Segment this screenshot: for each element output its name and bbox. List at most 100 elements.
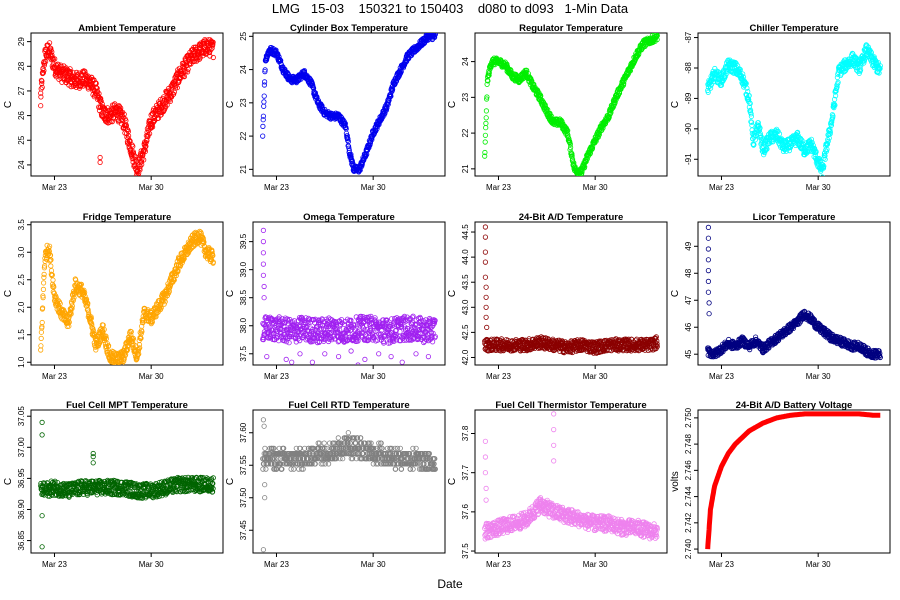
- y-tick-label: 29: [17, 37, 26, 46]
- data-point: [261, 103, 267, 109]
- data-point: [821, 155, 827, 161]
- y-tick-label: -89: [684, 92, 693, 104]
- data-point: [121, 358, 127, 364]
- data-point: [89, 322, 95, 328]
- data-point: [378, 334, 385, 340]
- data-point: [310, 82, 316, 89]
- data-point: [39, 305, 46, 311]
- figure-title: LMG 15-03 150321 to 150403 d080 to d093 …: [271, 1, 629, 16]
- data-point: [49, 272, 55, 278]
- data-point: [861, 58, 868, 64]
- x-tick-label: Mar 30: [583, 372, 608, 381]
- data-point: [133, 161, 139, 168]
- x-axis-title: Date: [437, 577, 463, 591]
- panel-title: Ambient Temperature: [78, 23, 175, 34]
- data-point: [205, 48, 211, 54]
- data-point: [41, 274, 47, 280]
- data-point: [601, 122, 607, 128]
- outlier-point: [355, 362, 361, 365]
- data-point: [49, 49, 55, 55]
- data-point: [260, 113, 266, 119]
- data-point: [718, 82, 725, 88]
- data-point: [50, 57, 57, 63]
- data-point: [101, 332, 107, 339]
- data-point: [280, 335, 286, 341]
- data-point: [366, 145, 372, 151]
- data-point: [393, 78, 400, 84]
- data-point: [261, 82, 267, 88]
- data-point: [736, 66, 743, 72]
- data-point: [390, 337, 396, 344]
- data-point: [150, 124, 156, 130]
- data-point: [317, 327, 323, 333]
- data-point: [743, 91, 749, 97]
- data-point: [270, 317, 276, 324]
- y-tick-label: 1.5: [17, 329, 26, 341]
- y-tick-label: 3.0: [17, 246, 26, 258]
- y-tick-label: 44.0: [461, 249, 470, 265]
- data-point: [344, 135, 350, 141]
- data-point: [431, 34, 438, 41]
- y-tick-label: 42.0: [461, 349, 470, 365]
- y-tick-label: 23: [461, 92, 470, 101]
- outlier-point: [362, 356, 368, 362]
- data-point: [130, 143, 136, 149]
- x-tick-label: Mar 30: [139, 183, 164, 192]
- data-point: [705, 89, 711, 95]
- data-point: [165, 88, 171, 94]
- data-point: [143, 143, 149, 149]
- x-tick-label: Mar 30: [361, 372, 386, 381]
- data-point: [286, 340, 292, 346]
- data-point: [583, 158, 589, 165]
- data-point: [748, 119, 754, 125]
- data-point: [38, 347, 44, 353]
- data-point: [57, 300, 63, 307]
- data-point: [40, 293, 46, 299]
- data-point: [200, 236, 207, 242]
- outlier-point: [413, 351, 419, 357]
- x-tick-label: Mar 30: [139, 372, 164, 381]
- data-point: [748, 119, 755, 125]
- data-point: [817, 158, 823, 164]
- data-point: [67, 66, 73, 72]
- outlier-point: [399, 359, 405, 365]
- data-point: [744, 85, 750, 91]
- x-tick-label: Mar 30: [806, 183, 831, 192]
- data-point: [830, 113, 836, 119]
- data-point: [98, 95, 104, 102]
- data-point: [84, 300, 90, 306]
- data-point: [260, 123, 266, 130]
- data-point: [486, 70, 492, 76]
- data-point: [389, 86, 396, 92]
- plot-frame: [474, 32, 668, 177]
- data-point: [185, 69, 191, 75]
- data-point: [164, 102, 170, 108]
- data-point: [157, 112, 164, 118]
- data-point: [432, 317, 438, 324]
- data-point: [794, 129, 801, 135]
- data-point: [747, 100, 753, 106]
- data-point: [209, 45, 215, 51]
- data-point: [398, 69, 404, 75]
- data-point: [636, 50, 642, 57]
- data-point: [345, 138, 351, 145]
- data-point: [41, 68, 47, 74]
- data-point: [139, 161, 145, 168]
- data-point: [589, 146, 596, 152]
- data-point: [482, 149, 488, 156]
- data-point: [569, 151, 575, 157]
- data-point: [46, 243, 53, 249]
- data-point: [828, 122, 835, 128]
- data-point: [121, 111, 127, 117]
- data-point: [261, 99, 267, 105]
- data-point: [40, 280, 47, 286]
- data-point: [567, 141, 574, 147]
- data-point: [557, 348, 563, 354]
- y-tick-label: 2.0: [17, 301, 26, 313]
- data-point: [348, 317, 354, 323]
- data-point: [483, 115, 489, 121]
- data-point: [829, 119, 835, 125]
- data-point: [422, 338, 428, 344]
- data-point: [127, 138, 133, 144]
- data-point: [421, 339, 427, 346]
